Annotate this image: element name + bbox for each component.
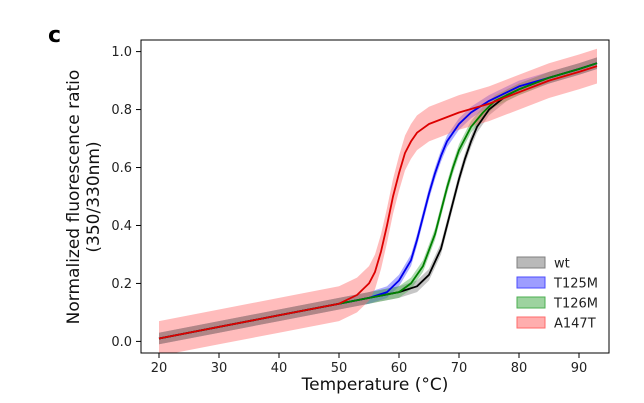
x-tick-label: 30 [211,361,228,376]
legend-swatch-a147t [516,316,546,329]
legend-swatch-t126m [516,296,546,309]
legend-label-t125m: T125M [553,277,598,292]
y-tick-label: 1.0 [111,45,132,60]
x-tick-label: 90 [571,361,588,376]
x-tick-label: 70 [451,361,468,376]
panel-label: c [48,23,61,48]
x-tick-label: 40 [271,361,288,376]
legend-swatch-t125m [516,276,546,289]
y-axis-label-line-1: Normalized fluorescence ratio [64,70,84,325]
series-lines [158,62,598,340]
x-axis-ticks: 20 30 40 50 60 70 80 90 [151,353,588,376]
legend-label-wt: wt [554,257,570,272]
y-tick-label: 0.2 [111,277,132,292]
legend-label-t126m: T126M [553,297,598,312]
y-axis-label-line-2: (350/330nm) [84,141,104,252]
legend: wt T125M T126M A147T [516,256,598,332]
x-tick-label: 60 [391,361,408,376]
x-axis-label: Temperature (°C) [301,375,449,395]
plot-frame [140,39,610,354]
x-tick-label: 20 [151,361,168,376]
y-tick-label: 0.6 [111,161,132,176]
line-a147t [158,65,598,340]
legend-label-a147t: A147T [554,317,596,332]
y-axis-ticks: 0.0 0.2 0.4 0.6 0.8 1.0 [111,45,141,350]
y-tick-label: 0.8 [111,103,132,118]
band-a147t [159,48,597,353]
y-tick-label: 0.0 [111,335,132,350]
x-tick-label: 80 [511,361,528,376]
y-tick-label: 0.4 [111,219,132,234]
legend-swatch-wt [516,256,546,269]
line-t126m [158,62,598,340]
x-tick-label: 50 [331,361,348,376]
confidence-bands [159,48,597,353]
